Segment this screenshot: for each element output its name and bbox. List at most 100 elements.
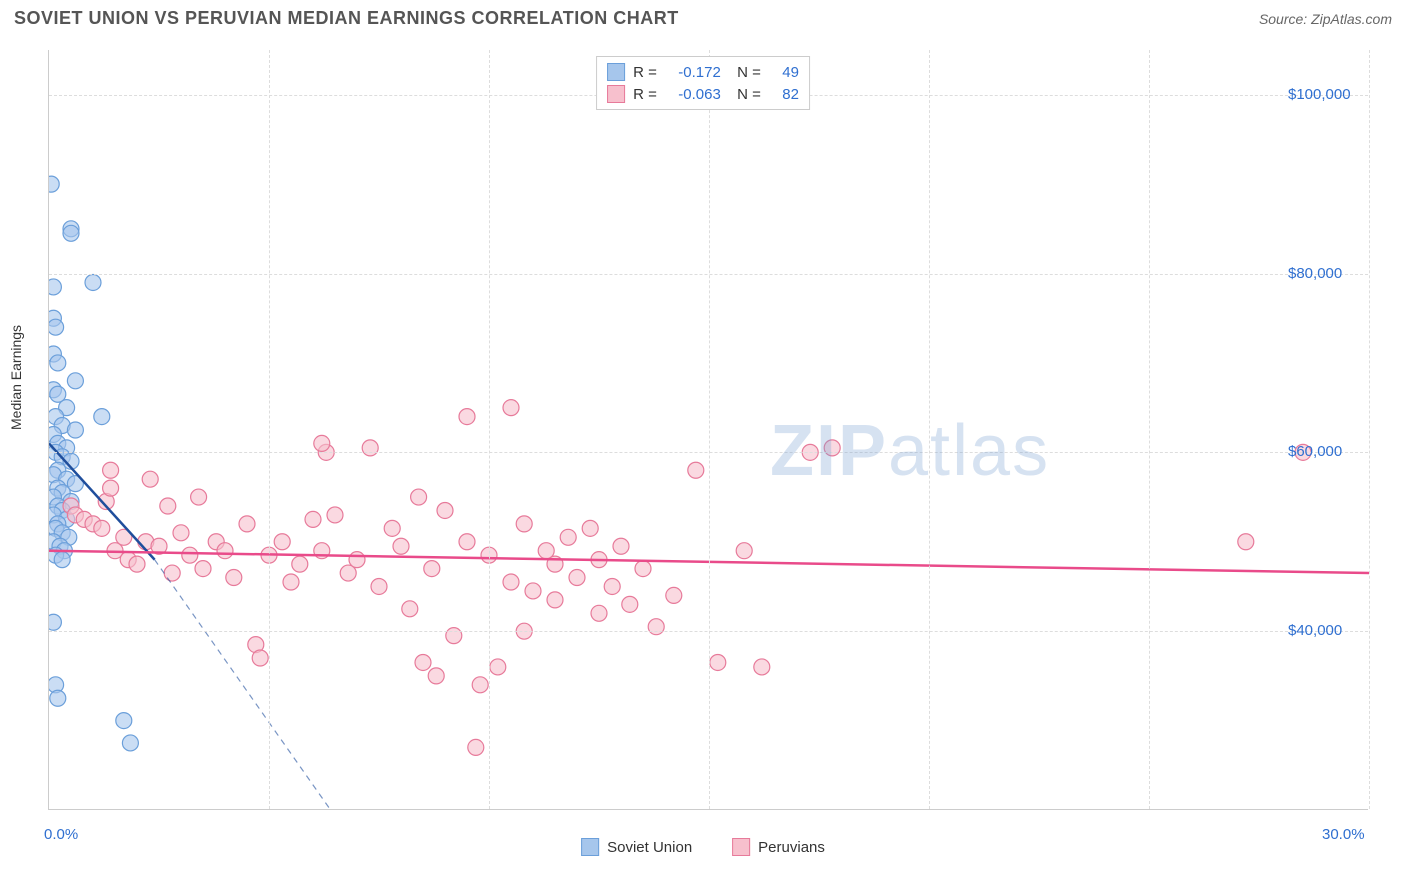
data-point	[415, 654, 431, 670]
data-point	[424, 561, 440, 577]
data-point	[666, 587, 682, 603]
r-value-peruvian: -0.063	[665, 86, 721, 103]
data-point	[116, 713, 132, 729]
r-value-soviet: -0.172	[665, 64, 721, 81]
data-point	[122, 735, 138, 751]
data-point	[362, 440, 378, 456]
data-point	[239, 516, 255, 532]
bottom-legend: Soviet Union Peruvians	[581, 838, 825, 856]
n-value-soviet: 49	[769, 64, 799, 81]
gridline-vertical	[1149, 50, 1150, 809]
data-point	[468, 739, 484, 755]
data-point	[292, 556, 308, 572]
data-point	[49, 614, 61, 630]
data-point	[160, 498, 176, 514]
data-point	[226, 570, 242, 586]
data-point	[569, 570, 585, 586]
data-point	[142, 471, 158, 487]
gridline-vertical	[269, 50, 270, 809]
data-point	[411, 489, 427, 505]
n-label: N =	[729, 86, 761, 103]
data-point	[283, 574, 299, 590]
chart-plot-area	[48, 50, 1368, 810]
y-tick-label: $60,000	[1288, 443, 1342, 460]
data-point	[103, 462, 119, 478]
data-point	[604, 578, 620, 594]
data-point	[274, 534, 290, 550]
data-point	[688, 462, 704, 478]
data-point	[1238, 534, 1254, 550]
data-point	[314, 435, 330, 451]
data-point	[191, 489, 207, 505]
data-point	[582, 520, 598, 536]
data-point	[459, 534, 475, 550]
data-point	[472, 677, 488, 693]
data-point	[754, 659, 770, 675]
data-point	[393, 538, 409, 554]
data-point	[103, 480, 119, 496]
swatch-soviet	[607, 63, 625, 81]
legend-swatch-soviet	[581, 838, 599, 856]
source-attribution: Source: ZipAtlas.com	[1259, 11, 1392, 27]
stats-row-peruvian: R = -0.063 N = 82	[607, 83, 799, 105]
data-point	[547, 592, 563, 608]
data-point	[67, 373, 83, 389]
data-point	[63, 225, 79, 241]
legend-label-soviet: Soviet Union	[607, 839, 692, 856]
r-label: R =	[633, 86, 657, 103]
data-point	[50, 355, 66, 371]
data-point	[490, 659, 506, 675]
data-point	[164, 565, 180, 581]
data-point	[503, 400, 519, 416]
data-point	[195, 561, 211, 577]
data-point	[49, 319, 64, 335]
data-point	[446, 628, 462, 644]
gridline-vertical	[929, 50, 930, 809]
data-point	[437, 502, 453, 518]
swatch-peruvian	[607, 85, 625, 103]
data-point	[824, 440, 840, 456]
chart-title: SOVIET UNION VS PERUVIAN MEDIAN EARNINGS…	[14, 8, 679, 29]
legend-item-peruvian: Peruvians	[732, 838, 825, 856]
gridline-vertical	[1369, 50, 1370, 809]
data-point	[635, 561, 651, 577]
data-point	[85, 274, 101, 290]
data-point	[503, 574, 519, 590]
data-point	[560, 529, 576, 545]
header: SOVIET UNION VS PERUVIAN MEDIAN EARNINGS…	[14, 8, 1392, 29]
y-tick-label: $80,000	[1288, 265, 1342, 282]
gridline-vertical	[709, 50, 710, 809]
x-tick-label: 0.0%	[44, 826, 78, 843]
data-point	[327, 507, 343, 523]
legend-label-peruvian: Peruvians	[758, 839, 825, 856]
y-tick-label: $100,000	[1288, 86, 1351, 103]
legend-swatch-peruvian	[732, 838, 750, 856]
n-value-peruvian: 82	[769, 86, 799, 103]
data-point	[182, 547, 198, 563]
data-point	[50, 690, 66, 706]
data-point	[94, 409, 110, 425]
data-point	[129, 556, 145, 572]
data-point	[217, 543, 233, 559]
data-point	[591, 605, 607, 621]
x-tick-label: 30.0%	[1322, 826, 1365, 843]
data-point	[525, 583, 541, 599]
legend-item-soviet: Soviet Union	[581, 838, 692, 856]
data-point	[349, 552, 365, 568]
data-point	[49, 176, 59, 192]
data-point	[648, 619, 664, 635]
data-point	[173, 525, 189, 541]
data-point	[54, 552, 70, 568]
n-label: N =	[729, 64, 761, 81]
data-point	[402, 601, 418, 617]
stats-row-soviet: R = -0.172 N = 49	[607, 61, 799, 83]
data-point	[305, 511, 321, 527]
data-point	[67, 422, 83, 438]
data-point	[49, 279, 61, 295]
data-point	[710, 654, 726, 670]
y-tick-label: $40,000	[1288, 622, 1342, 639]
data-point	[613, 538, 629, 554]
data-point	[428, 668, 444, 684]
data-point	[459, 409, 475, 425]
data-point	[622, 596, 638, 612]
